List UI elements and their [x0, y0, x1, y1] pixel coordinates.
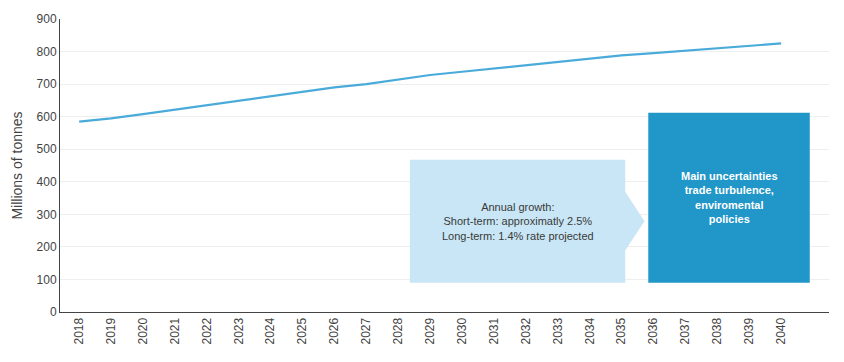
svg-text:600: 600: [37, 110, 57, 124]
svg-text:2030: 2030: [455, 317, 469, 344]
svg-text:900: 900: [37, 12, 57, 26]
svg-text:2029: 2029: [423, 317, 437, 344]
svg-text:2018: 2018: [72, 317, 86, 344]
svg-text:2032: 2032: [519, 317, 533, 344]
svg-text:800: 800: [37, 45, 57, 59]
svg-text:2039: 2039: [742, 317, 756, 344]
svg-text:2038: 2038: [710, 317, 724, 344]
svg-text:500: 500: [37, 142, 57, 156]
svg-text:Main uncertaintiestrade turbul: Main uncertaintiestrade turbulence,envir…: [681, 170, 778, 225]
svg-text:2035: 2035: [614, 317, 628, 344]
svg-text:400: 400: [37, 175, 57, 189]
svg-text:2019: 2019: [104, 317, 118, 344]
svg-text:2023: 2023: [232, 317, 246, 344]
svg-text:300: 300: [37, 208, 57, 222]
svg-text:2034: 2034: [583, 317, 597, 344]
svg-text:2022: 2022: [200, 317, 214, 344]
svg-text:2028: 2028: [391, 317, 405, 344]
svg-text:2020: 2020: [136, 317, 150, 344]
svg-text:2036: 2036: [646, 317, 660, 344]
svg-text:200: 200: [37, 240, 57, 254]
svg-text:Annual growth:Short-term: appr: Annual growth:Short-term: approximatly 2…: [442, 201, 594, 242]
svg-text:2040: 2040: [774, 317, 788, 344]
svg-text:2021: 2021: [168, 317, 182, 344]
svg-text:2027: 2027: [359, 317, 373, 344]
svg-text:2037: 2037: [678, 317, 692, 344]
svg-text:2026: 2026: [327, 317, 341, 344]
svg-text:2024: 2024: [264, 317, 278, 344]
svg-text:2033: 2033: [551, 317, 565, 344]
svg-text:Millions of tonnes: Millions of tonnes: [9, 111, 25, 219]
svg-text:100: 100: [37, 273, 57, 287]
svg-text:2025: 2025: [295, 317, 309, 344]
svg-text:0: 0: [50, 305, 57, 319]
svg-text:2031: 2031: [487, 317, 501, 344]
svg-text:700: 700: [37, 77, 57, 91]
